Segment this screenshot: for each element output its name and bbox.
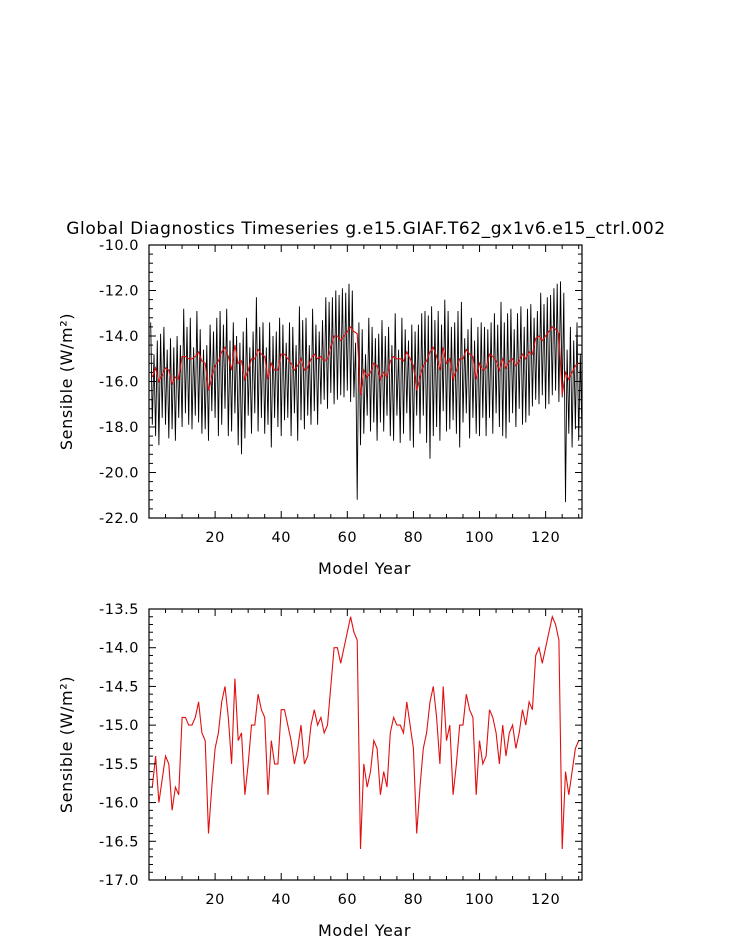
x-tick-label: 40: [271, 892, 290, 908]
y-tick-label: -13.5: [99, 602, 139, 618]
series-line-annual: [151, 325, 580, 396]
y-axis-label: Sensible (W/m²): [57, 676, 76, 813]
x-axis-label: Model Year: [318, 559, 411, 578]
x-tick-label: 60: [338, 530, 357, 546]
x-tick-label: 80: [404, 892, 423, 908]
y-tick-label: -15.0: [99, 718, 139, 734]
y-tick-label: -20.0: [99, 466, 139, 482]
bottom-panel: 20 40 60 80 100 120 -17.0 -16.5 -16.0 -15.5 -15.0 -…: [57, 602, 583, 940]
series-line-monthly: [150, 281, 583, 503]
series-line-annual: [151, 614, 580, 850]
x-axis-label: Model Year: [318, 921, 411, 940]
x-tick-label: 60: [338, 892, 357, 908]
y-tick-label: -22.0: [99, 511, 139, 527]
x-tick-label: 40: [271, 530, 290, 546]
x-tick-label: 80: [404, 530, 423, 546]
figure-title: Global Diagnostics Timeseries g.e15.GIAF…: [66, 219, 665, 239]
x-tick-label: 120: [531, 530, 560, 546]
y-tick-label: -16.0: [99, 796, 139, 812]
y-tick-label: -12.0: [99, 284, 139, 300]
y-tick-label: -14.0: [99, 641, 139, 657]
y-tick-label: -18.0: [99, 420, 139, 436]
y-tick-label: -16.0: [99, 375, 139, 391]
plot-frame: [148, 608, 583, 881]
y-axis-label: Sensible (W/m²): [57, 313, 76, 450]
x-tick-label: 100: [465, 530, 494, 546]
x-tick-label: 20: [205, 892, 224, 908]
y-tick-label: -10.0: [99, 238, 139, 254]
y-tick-label: -16.5: [99, 834, 139, 850]
y-tick-label: -17.0: [99, 873, 139, 889]
x-tick-label: 20: [205, 530, 224, 546]
plot-frame: [148, 244, 583, 519]
x-tick-label: 100: [465, 892, 494, 908]
y-tick-label: -15.5: [99, 757, 139, 773]
y-tick-label: -14.0: [99, 329, 139, 345]
x-tick-label: 120: [531, 892, 560, 908]
top-panel: 20 40 60 80 100 120 -22.0 -20.0 -18.0 -16.0 -14.0 -…: [57, 238, 583, 578]
y-tick-label: -14.5: [99, 679, 139, 695]
